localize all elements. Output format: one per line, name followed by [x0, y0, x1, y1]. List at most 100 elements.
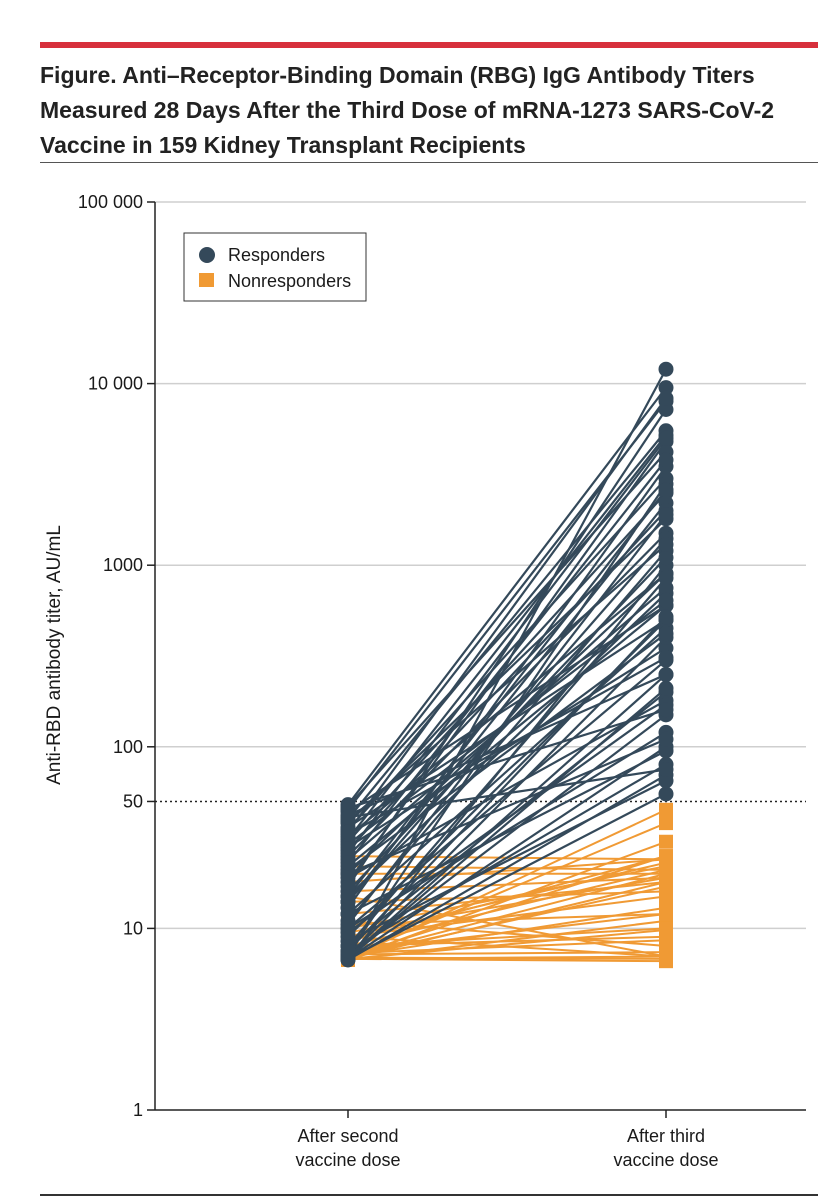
nonresponder-line — [347, 939, 667, 955]
responder-line — [347, 397, 667, 833]
y-tick-label: 100 — [113, 737, 143, 757]
responder-line — [347, 738, 667, 875]
nonresponder-line — [347, 890, 667, 903]
responder-line — [347, 451, 667, 808]
responder-point — [340, 866, 356, 882]
responder-point — [658, 702, 674, 718]
responder-point — [658, 592, 674, 608]
responder-line — [347, 459, 667, 864]
responder-line — [347, 437, 667, 854]
responder-line — [347, 656, 667, 836]
responder-point — [658, 550, 674, 566]
nonresponder-point — [659, 816, 673, 831]
responder-point — [658, 609, 674, 625]
legend-marker-responders — [199, 247, 215, 263]
y-tick-label: 100 000 — [78, 192, 143, 212]
responder-line — [347, 513, 667, 926]
x-tick-label-line1: After third — [627, 1126, 705, 1146]
chart-legend: Responders Nonresponders — [183, 232, 367, 302]
x-tick-label-line1: After second — [297, 1126, 398, 1146]
nonresponder-point — [659, 922, 673, 937]
responder-line — [347, 430, 667, 820]
nonresponder-line — [347, 895, 667, 958]
responder-line — [347, 616, 667, 952]
nonresponder-lines — [347, 808, 667, 963]
responder-point — [658, 452, 674, 468]
responder-point — [658, 482, 674, 498]
responder-point — [340, 943, 356, 959]
responder-point — [658, 390, 674, 406]
bottom-rule — [40, 1194, 818, 1196]
responder-line — [347, 768, 667, 819]
responder-point — [658, 731, 674, 747]
nonresponder-line — [347, 868, 667, 947]
y-tick-label: 1000 — [103, 555, 143, 575]
responder-point — [658, 402, 674, 418]
responder-points — [340, 361, 674, 968]
y-tick-label: 10 000 — [88, 374, 143, 394]
responder-point — [658, 680, 674, 696]
x-tick-label-line2: vaccine dose — [295, 1150, 400, 1170]
nonresponder-point — [659, 802, 673, 817]
nonresponder-line — [347, 855, 667, 943]
nonresponder-line — [347, 885, 667, 958]
y-axis-title: Anti-RBD antibody titer, AU/mL — [44, 525, 65, 785]
responder-point — [658, 786, 674, 802]
responder-line — [347, 713, 667, 958]
nonresponder-line — [347, 840, 667, 960]
responder-point — [658, 743, 674, 759]
responder-line — [347, 386, 667, 806]
responder-line — [347, 489, 667, 898]
responder-line — [347, 627, 667, 915]
y-tick-label: 50 — [123, 791, 143, 811]
y-tick-label: 1 — [133, 1100, 143, 1120]
responder-line — [347, 699, 667, 879]
title-divider — [40, 162, 818, 163]
responder-point — [340, 809, 356, 825]
nonresponder-line — [347, 955, 667, 960]
responder-line — [347, 792, 667, 960]
nonresponder-point — [659, 907, 673, 922]
responder-point — [658, 626, 674, 642]
responder-point — [340, 888, 356, 904]
nonresponder-line — [347, 858, 667, 884]
nonresponder-line — [347, 881, 667, 960]
responder-line — [347, 577, 667, 947]
responder-point — [340, 917, 356, 933]
responder-point — [658, 430, 674, 446]
responder-line — [347, 687, 667, 960]
responder-point — [658, 537, 674, 553]
responder-line — [347, 636, 667, 958]
x-tick-label-line2: vaccine dose — [613, 1150, 718, 1170]
nonresponder-line — [347, 876, 667, 893]
responder-line — [347, 434, 667, 840]
responder-line — [347, 543, 667, 822]
legend-label-responders: Responders — [228, 245, 325, 265]
responder-point — [340, 824, 356, 840]
responder-point — [658, 667, 674, 683]
responder-line — [347, 773, 667, 961]
responder-line — [347, 763, 667, 953]
responder-line — [347, 708, 667, 810]
responder-point — [658, 570, 674, 586]
legend-marker-nonresponders — [199, 273, 214, 287]
responder-point — [340, 855, 356, 871]
legend-box — [183, 232, 367, 302]
nonresponder-point — [659, 889, 673, 904]
nonresponder-point — [659, 852, 673, 867]
nonresponder-line — [347, 928, 667, 960]
grid-layer — [155, 201, 806, 930]
responder-line — [347, 673, 667, 959]
nonresponder-point — [659, 949, 673, 964]
nonresponder-point — [659, 834, 673, 849]
responder-line — [347, 408, 667, 888]
legend-label-nonresponders: Nonresponders — [228, 271, 351, 291]
axes-layer: 1 10 50 100 1000 10 000 100 000 After second vac… — [78, 192, 806, 1170]
responder-point — [658, 650, 674, 666]
responder-lines — [347, 368, 667, 961]
responder-point — [658, 507, 674, 523]
nonresponder-point — [659, 870, 673, 885]
responder-point — [658, 761, 674, 777]
responder-line — [347, 604, 667, 868]
